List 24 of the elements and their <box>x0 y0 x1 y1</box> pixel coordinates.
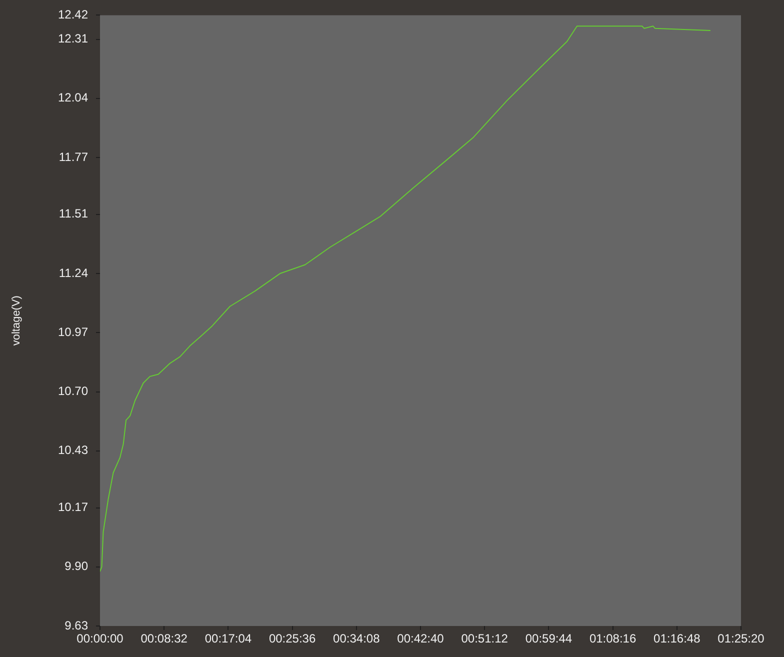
y-tick-label: 12.42 <box>58 8 88 22</box>
y-tick-label: 11.24 <box>58 266 88 280</box>
y-tick-label: 10.17 <box>58 500 88 514</box>
y-tick-label: 12.04 <box>58 90 88 105</box>
x-tick-label: 01:25:20 <box>718 632 765 646</box>
x-tick-label: 00:08:32 <box>140 632 188 646</box>
x-tick-label: 00:25:36 <box>268 632 316 646</box>
y-tick-label: 10.97 <box>58 324 88 339</box>
x-tick-label: 01:16:48 <box>654 632 701 646</box>
x-tick-label: 00:59:44 <box>525 632 572 646</box>
x-tick-label: 01:08:16 <box>589 632 636 646</box>
y-axis-title: voltage(V) <box>10 296 23 346</box>
y-tick-label: 9.63 <box>64 618 88 632</box>
y-tick-label: 10.70 <box>58 384 88 398</box>
y-tick-label: 10.43 <box>58 443 88 458</box>
x-tick-label: 00:42:40 <box>397 632 444 646</box>
x-tick-label: 00:51:12 <box>461 632 508 646</box>
x-tick-label: 00:00:00 <box>76 632 124 646</box>
y-tick-label: 9.90 <box>64 559 88 574</box>
y-tick-label: 11.51 <box>58 206 88 221</box>
x-tick-label: 00:17:04 <box>204 632 252 646</box>
y-tick-label: 11.77 <box>58 150 88 164</box>
x-tick-label: 00:34:08 <box>333 632 380 646</box>
y-tick-label: 12.31 <box>58 32 88 46</box>
